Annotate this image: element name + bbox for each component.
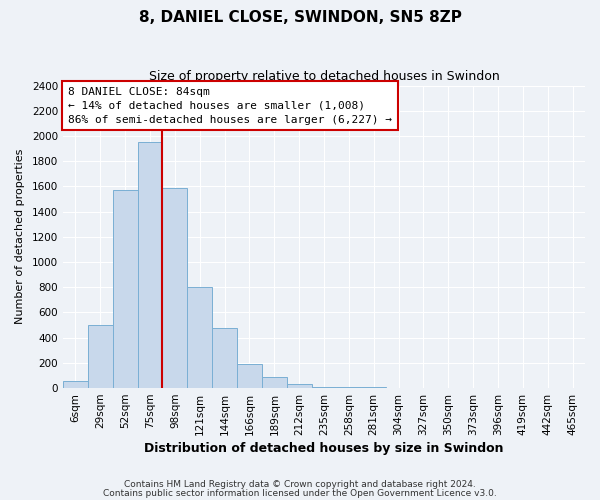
Bar	[63, 381, 88, 388]
Text: Contains public sector information licensed under the Open Government Licence v3: Contains public sector information licen…	[103, 488, 497, 498]
Bar	[262, 376, 287, 388]
Bar	[287, 384, 311, 388]
Bar	[212, 328, 237, 388]
Bar	[137, 142, 163, 388]
Bar	[237, 364, 262, 388]
Text: 8 DANIEL CLOSE: 84sqm
← 14% of detached houses are smaller (1,008)
86% of semi-d: 8 DANIEL CLOSE: 84sqm ← 14% of detached …	[68, 87, 392, 125]
Text: Contains HM Land Registry data © Crown copyright and database right 2024.: Contains HM Land Registry data © Crown c…	[124, 480, 476, 489]
Bar	[163, 188, 187, 388]
Text: 8, DANIEL CLOSE, SWINDON, SN5 8ZP: 8, DANIEL CLOSE, SWINDON, SN5 8ZP	[139, 10, 461, 25]
Bar	[187, 287, 212, 388]
Title: Size of property relative to detached houses in Swindon: Size of property relative to detached ho…	[149, 70, 499, 83]
Y-axis label: Number of detached properties: Number of detached properties	[15, 149, 25, 324]
Bar	[113, 190, 137, 388]
X-axis label: Distribution of detached houses by size in Swindon: Distribution of detached houses by size …	[144, 442, 504, 455]
Bar	[88, 325, 113, 388]
